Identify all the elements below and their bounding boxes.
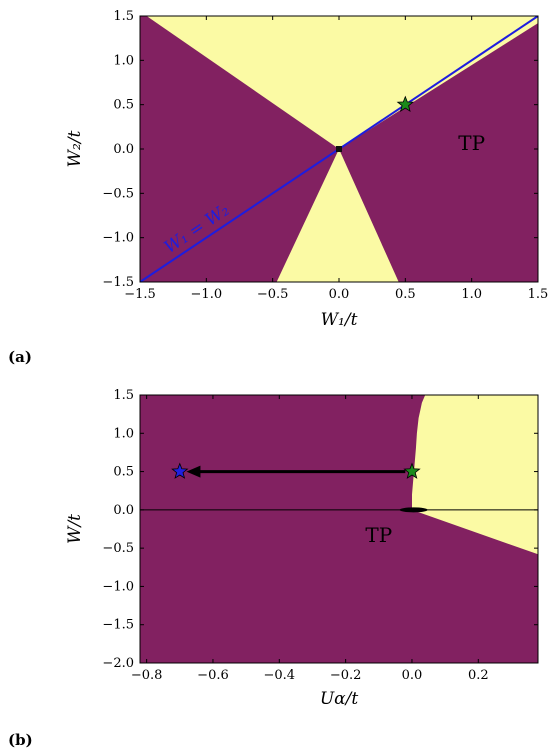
arrow-head [186,465,201,478]
y-axis-label: W/t [65,514,85,544]
trivial-region-lower-right [412,509,538,555]
x-tick-label: −0.6 [197,668,229,683]
panel-b: TP −0.8 −0.6 −0.4 −0.2 0.0 0.2 −2.0 −1.5 −1.0 −0.5… [8,388,539,749]
star-marker-1 [396,95,414,112]
region-label-tp: TP [365,523,392,547]
y-tick-label: −1.5 [102,618,134,633]
star-marker-1 [403,462,421,479]
x-axis-label: Uα/t [320,689,359,709]
y-tick-label: −1.5 [102,275,134,290]
y-tick-label: 0.5 [113,98,134,113]
region-label-tp: TP [458,131,485,155]
trivial-region-upper-cone [146,16,538,149]
trivial-region-upper-right [412,395,538,510]
y-tick-label: −1.0 [102,231,134,246]
axes-frame [139,394,539,664]
x-tick-label: 1.0 [461,287,482,302]
y-tick-label: 1.5 [113,388,134,403]
panel-label: (a) [8,348,32,366]
y-tick-label: 0.0 [113,503,134,518]
x-tick-label: 0.5 [395,287,416,302]
plot-area [140,16,538,282]
boundary-blob [399,507,428,513]
star-marker-2 [171,462,189,479]
x-tick-label: −1.5 [124,287,156,302]
plot-area [140,395,538,663]
y-tick-label: 1.0 [113,426,134,441]
y-tick-label: 1.5 [113,9,134,24]
trivial-region-lower-cone [276,149,399,282]
y-tick-label: 1.0 [113,53,134,68]
x-tick-label: 0.0 [329,287,350,302]
y-axis-label: W₂/t [65,130,85,167]
x-tick-label: 1.5 [528,287,549,302]
y-tick-label: −0.5 [102,541,134,556]
x-tick-label: 0.2 [468,668,489,683]
y-tick-label: −0.5 [102,186,134,201]
x-tick-label: −1.0 [191,287,223,302]
y-tick-label: −1.0 [102,579,134,594]
y-tick-label: −2.0 [102,656,134,671]
y-tick-label: 0.5 [113,465,134,480]
x-tick-label: −0.4 [264,668,296,683]
panel-label: (b) [8,731,33,749]
y-tick-label: 0.0 [113,142,134,157]
x-axis-label: W₁/t [321,310,358,330]
x-tick-label: −0.5 [257,287,289,302]
x-tick-label: 0.0 [402,668,423,683]
x-tick-label: −0.2 [330,668,362,683]
origin-dot [336,146,342,152]
x-tick-label: −0.8 [131,668,163,683]
